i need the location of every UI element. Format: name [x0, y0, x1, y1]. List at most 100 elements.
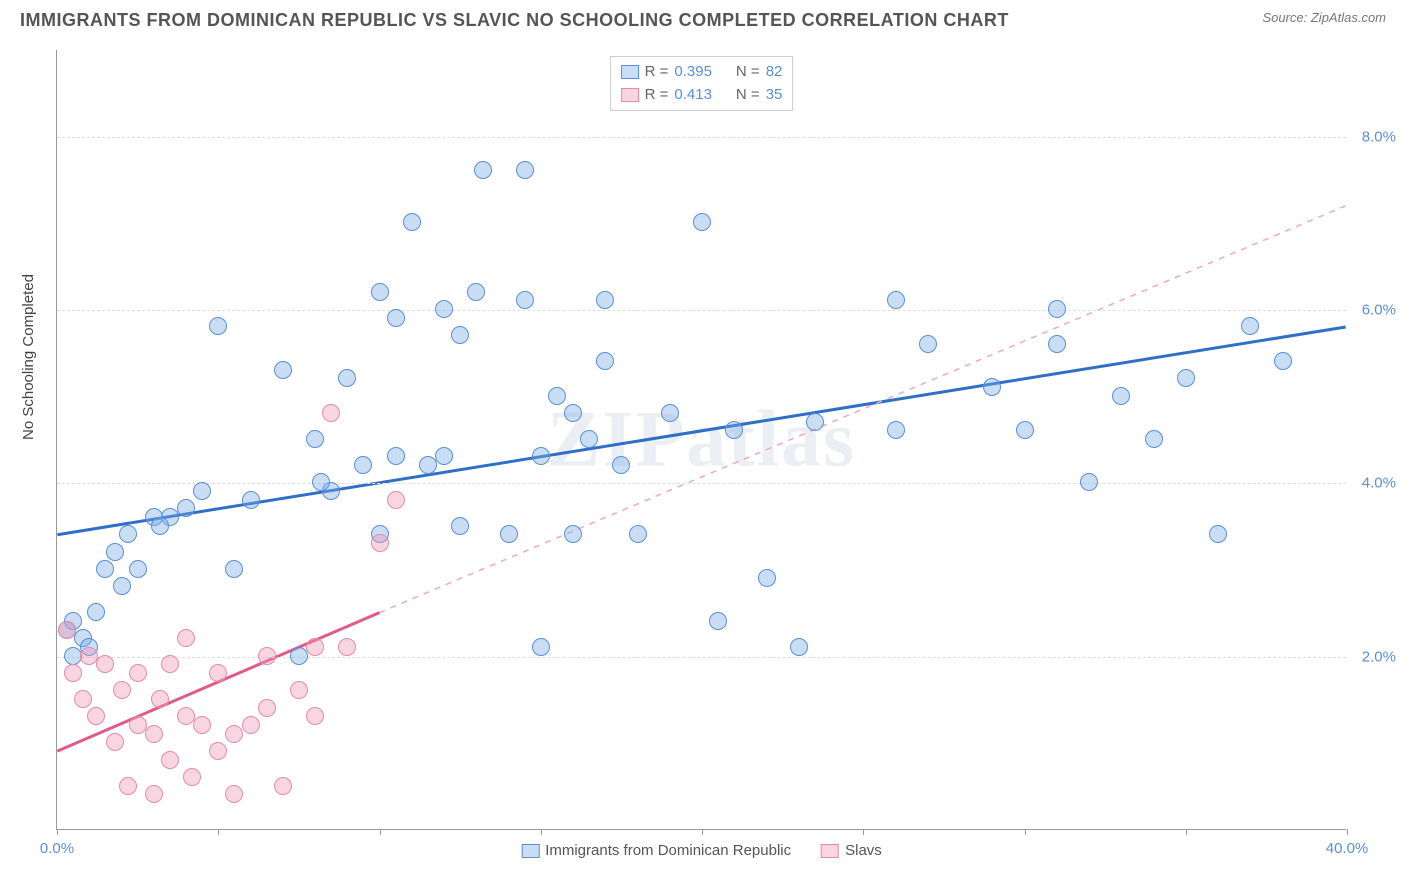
data-point-blue: [596, 352, 614, 370]
data-point-blue: [500, 525, 518, 543]
x-tick-label: 0.0%: [40, 840, 74, 857]
x-tick: [218, 829, 219, 835]
legend-series: Immigrants from Dominican Republic Slavs: [521, 842, 882, 859]
data-point-blue: [532, 447, 550, 465]
data-point-blue: [151, 517, 169, 535]
data-point-blue: [725, 421, 743, 439]
data-point-blue: [709, 612, 727, 630]
y-tick-label: 6.0%: [1362, 302, 1396, 319]
chart-source: Source: ZipAtlas.com: [1262, 10, 1386, 25]
data-point-blue: [564, 404, 582, 422]
data-point-blue: [193, 482, 211, 500]
data-point-blue: [209, 317, 227, 335]
data-point-blue: [312, 473, 330, 491]
legend-series-item: Slavs: [821, 842, 882, 859]
data-point-blue: [516, 161, 534, 179]
data-point-blue: [1112, 387, 1130, 405]
data-point-pink: [258, 647, 276, 665]
data-point-blue: [1016, 421, 1034, 439]
data-point-blue: [354, 456, 372, 474]
x-tick: [1186, 829, 1187, 835]
data-point-pink: [338, 638, 356, 656]
data-point-blue: [1048, 300, 1066, 318]
data-point-blue: [467, 283, 485, 301]
data-point-pink: [225, 785, 243, 803]
legend-series-label: Slavs: [845, 842, 882, 859]
legend-stat-row: R =0.413N =35: [621, 84, 783, 107]
gridline: [57, 483, 1346, 484]
data-point-blue: [242, 491, 260, 509]
data-point-pink: [161, 655, 179, 673]
data-point-blue: [612, 456, 630, 474]
data-point-blue: [87, 603, 105, 621]
data-point-blue: [113, 577, 131, 595]
legend-r-value: 0.395: [674, 61, 712, 84]
data-point-blue: [96, 560, 114, 578]
data-point-pink: [225, 725, 243, 743]
data-point-blue: [580, 430, 598, 448]
data-point-blue: [790, 638, 808, 656]
y-tick-label: 2.0%: [1362, 648, 1396, 665]
data-point-blue: [371, 283, 389, 301]
data-point-blue: [387, 447, 405, 465]
data-point-blue: [548, 387, 566, 405]
legend-swatch: [821, 844, 839, 858]
data-point-blue: [806, 413, 824, 431]
data-point-blue: [387, 309, 405, 327]
data-point-pink: [242, 716, 260, 734]
x-tick: [541, 829, 542, 835]
legend-swatch: [621, 65, 639, 79]
data-point-pink: [161, 751, 179, 769]
data-point-blue: [1177, 369, 1195, 387]
gridline: [57, 657, 1346, 658]
data-point-pink: [145, 725, 163, 743]
legend-swatch: [521, 844, 539, 858]
legend-n-label: N =: [736, 84, 760, 107]
y-tick-label: 4.0%: [1362, 475, 1396, 492]
data-point-blue: [106, 543, 124, 561]
data-point-blue: [887, 291, 905, 309]
data-point-pink: [119, 777, 137, 795]
data-point-pink: [96, 655, 114, 673]
y-axis-label: No Schooling Completed: [20, 274, 37, 440]
data-point-blue: [693, 213, 711, 231]
data-point-pink: [129, 664, 147, 682]
data-point-pink: [306, 707, 324, 725]
data-point-pink: [258, 699, 276, 717]
data-point-pink: [145, 785, 163, 803]
data-point-blue: [306, 430, 324, 448]
data-point-blue: [435, 300, 453, 318]
data-point-blue: [1241, 317, 1259, 335]
data-point-pink: [193, 716, 211, 734]
chart-plot-area: ZIPatlas R =0.395N =82R =0.413N =35 Immi…: [56, 50, 1346, 830]
x-tick-label: 40.0%: [1326, 840, 1369, 857]
data-point-pink: [306, 638, 324, 656]
x-tick: [863, 829, 864, 835]
data-point-pink: [113, 681, 131, 699]
x-tick: [380, 829, 381, 835]
data-point-blue: [629, 525, 647, 543]
data-point-blue: [338, 369, 356, 387]
legend-r-label: R =: [645, 84, 669, 107]
data-point-blue: [758, 569, 776, 587]
legend-series-item: Immigrants from Dominican Republic: [521, 842, 791, 859]
data-point-blue: [887, 421, 905, 439]
data-point-blue: [474, 161, 492, 179]
data-point-pink: [209, 664, 227, 682]
data-point-pink: [183, 768, 201, 786]
data-point-pink: [290, 681, 308, 699]
x-tick: [702, 829, 703, 835]
data-point-blue: [403, 213, 421, 231]
chart-header: IMMIGRANTS FROM DOMINICAN REPUBLIC VS SL…: [0, 0, 1406, 36]
data-point-pink: [58, 621, 76, 639]
data-point-blue: [177, 499, 195, 517]
data-point-blue: [290, 647, 308, 665]
chart-title: IMMIGRANTS FROM DOMINICAN REPUBLIC VS SL…: [20, 10, 1009, 31]
data-point-blue: [129, 560, 147, 578]
gridline: [57, 137, 1346, 138]
data-point-blue: [119, 525, 137, 543]
data-point-pink: [322, 404, 340, 422]
x-tick: [57, 829, 58, 835]
data-point-pink: [274, 777, 292, 795]
data-point-pink: [371, 534, 389, 552]
